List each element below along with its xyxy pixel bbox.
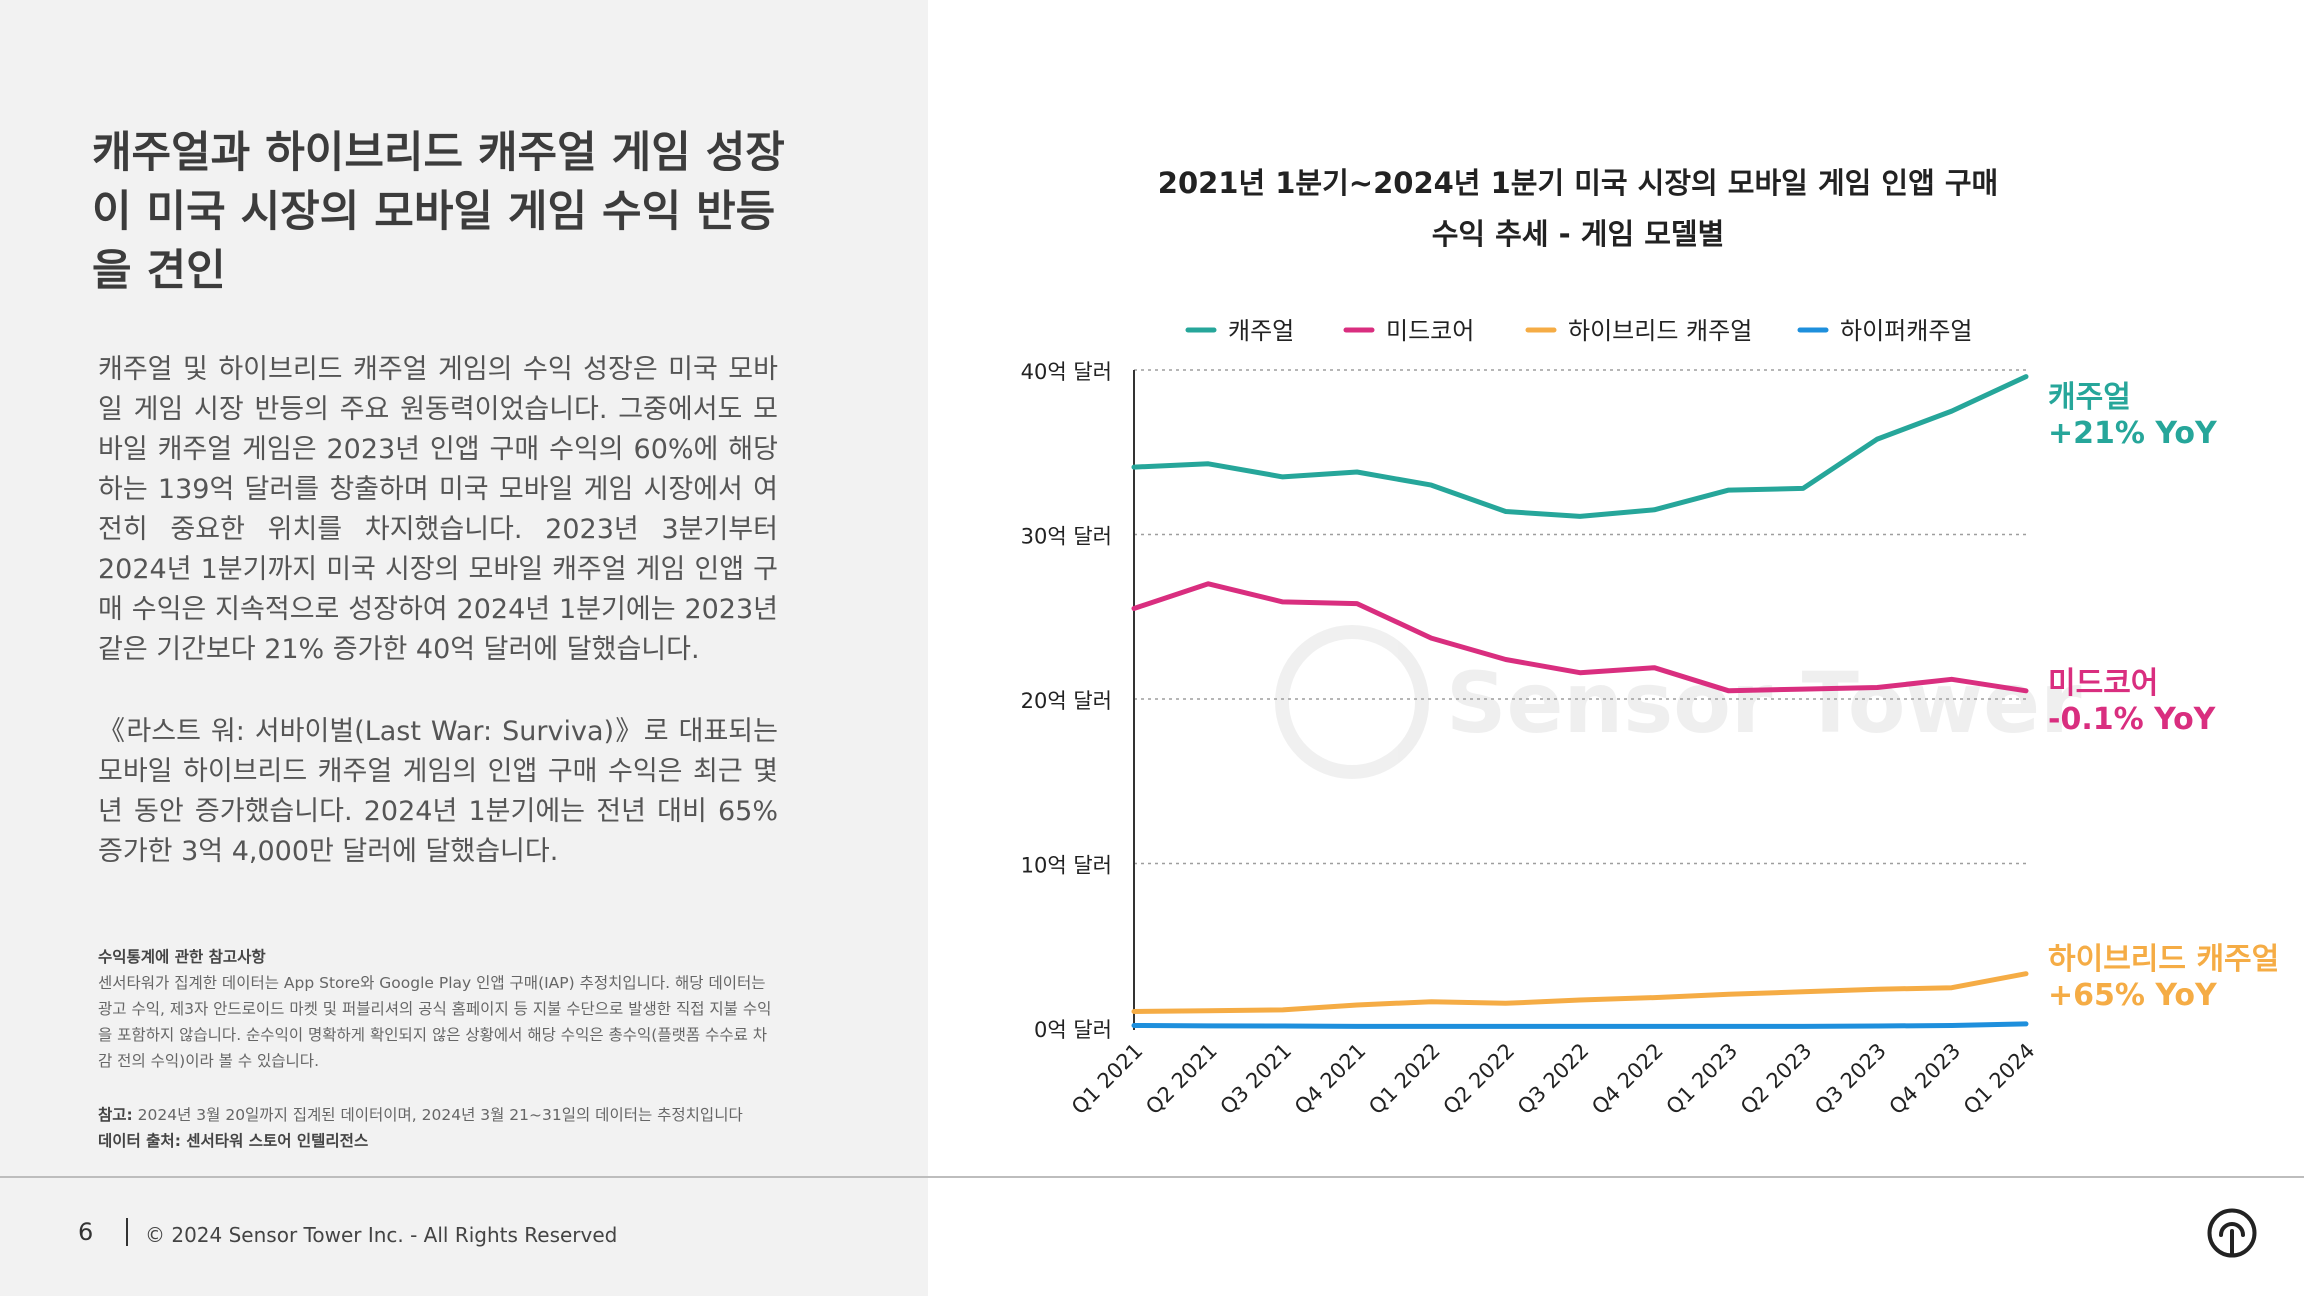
notes-text: 센서타워가 집계한 데이터는 App Store와 Google Play 인앱… <box>98 974 772 1070</box>
legend-label-3: 하이퍼캐주얼 <box>1840 317 1972 345</box>
notes-source: 데이터 출처: 센서타워 스토어 인텔리전스 <box>98 1132 369 1150</box>
x-tick-label: Q4 2021 <box>1290 1039 1371 1120</box>
annotation-yoy-0: +21% YoY <box>2048 416 2217 451</box>
sensor-tower-logo-icon <box>2207 1208 2257 1258</box>
x-tick-label: Q1 2023 <box>1662 1039 1743 1120</box>
text-panel: 캐주얼과 하이브리드 캐주얼 게임 성장이 미국 시장의 모바일 게임 수익 반… <box>0 0 928 1296</box>
x-tick-label: Q2 2021 <box>1141 1039 1222 1120</box>
x-tick-label: Q2 2023 <box>1736 1039 1817 1120</box>
revenue-line-chart: Sensor Tower 0억 달러 10억 달러 20억 달러 30억 달러 40억 달… <box>1021 317 2082 1120</box>
notes-reference-label: 참고: <box>98 1106 133 1124</box>
sensor-tower-watermark: Sensor Tower <box>1275 625 2082 779</box>
annotation-yoy-1: -0.1% YoY <box>2048 702 2216 737</box>
x-tick-label: Q3 2023 <box>1810 1039 1891 1120</box>
y-tick-label: 40억 달러 <box>1021 360 1112 384</box>
series-line-1 <box>1131 581 2029 694</box>
body-paragraph-2: 《라스트 워: 서바이벌(Last War: Surviva)》로 대표되는 모… <box>98 716 778 867</box>
y-tick-label: 30억 달러 <box>1021 525 1112 549</box>
annotation-label-1: 미드코어 <box>2048 666 2159 701</box>
x-tick-label: Q2 2022 <box>1439 1039 1520 1120</box>
page-number: 6 <box>78 1218 94 1246</box>
chart-title-line-2: 수익 추세 - 게임 모델별 <box>1431 217 1725 251</box>
x-tick-label: Q1 2024 <box>1959 1039 2040 1120</box>
x-tick-label: Q1 2021 <box>1067 1039 1148 1120</box>
legend-label-2: 하이브리드 캐주얼 <box>1568 317 1752 345</box>
annotation-label-0: 캐주얼 <box>2048 380 2131 415</box>
y-tick-label: 10억 달러 <box>1021 854 1112 878</box>
series-line-2 <box>1131 971 2029 1014</box>
annotation-yoy-2: +65% YoY <box>2048 978 2217 1013</box>
legend-label-0: 캐주얼 <box>1228 317 1294 345</box>
page-title: 캐주얼과 하이브리드 캐주얼 게임 성장이 미국 시장의 모바일 게임 수익 반… <box>92 128 785 296</box>
watermark-logo-icon <box>1275 625 1429 779</box>
annotation-label-2: 하이브리드 캐주얼 <box>2048 942 2280 977</box>
x-tick-label: Q1 2022 <box>1364 1039 1445 1120</box>
series-line-3 <box>1131 1021 2029 1029</box>
body-paragraph-1: 캐주얼 및 하이브리드 캐주얼 게임의 수익 성장은 미국 모바일 게임 시장 … <box>98 354 778 665</box>
footer-separator <box>126 1218 128 1246</box>
copyright: © 2024 Sensor Tower Inc. - All Rights Re… <box>145 1223 618 1247</box>
x-tick-label: Q3 2022 <box>1513 1039 1594 1120</box>
chart-title-line-1: 2021년 1분기~2024년 1분기 미국 시장의 모바일 게임 인앱 구매 <box>1157 166 1999 200</box>
x-tick-label: Q4 2022 <box>1587 1039 1668 1120</box>
x-tick-label: Q4 2023 <box>1885 1039 1966 1120</box>
series-line-0 <box>1131 374 2029 519</box>
y-tick-label: 0억 달러 <box>1034 1018 1112 1042</box>
notes-reference: 참고: 2024년 3월 20일까지 집계된 데이터이며, 2024년 3월 2… <box>98 1102 778 1128</box>
chart-title: 2021년 1분기~2024년 1분기 미국 시장의 모바일 게임 인앱 구매 … <box>1078 158 2078 260</box>
footer-divider <box>0 1176 2304 1178</box>
notes-reference-text: 2024년 3월 20일까지 집계된 데이터이며, 2024년 3월 21~31… <box>132 1106 743 1124</box>
watermark-text: Sensor Tower <box>1446 654 2082 752</box>
revenue-notes: 수익통계에 관한 참고사항 센서타워가 집계한 데이터는 App Store와 … <box>98 944 778 1154</box>
notes-title: 수익통계에 관한 참고사항 <box>98 948 266 966</box>
x-tick-label: Q3 2021 <box>1216 1039 1297 1120</box>
y-tick-label: 20억 달러 <box>1021 689 1112 713</box>
legend-label-1: 미드코어 <box>1386 317 1474 345</box>
